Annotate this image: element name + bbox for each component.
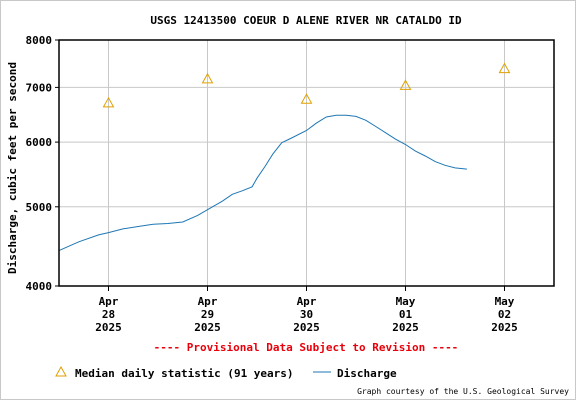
- y-tick-label: 6000: [26, 136, 53, 149]
- legend-median-marker: [55, 365, 67, 377]
- median-point: [201, 72, 214, 84]
- x-tick-label: 2025: [293, 321, 320, 334]
- legend-discharge-label: Discharge: [337, 367, 397, 380]
- x-tick-label: 28: [102, 308, 115, 321]
- x-tick-label: Apr: [297, 295, 317, 308]
- x-tick-label: 2025: [491, 321, 518, 334]
- y-tick-label: 4000: [26, 280, 53, 293]
- provisional-note: ---- Provisional Data Subject to Revisio…: [154, 341, 459, 354]
- legend: Median daily statistic (91 years) Discha…: [55, 365, 397, 380]
- x-tick-label: 2025: [194, 321, 221, 334]
- chart-title: USGS 12413500 COEUR D ALENE RIVER NR CAT…: [150, 14, 462, 27]
- x-tick-label: 02: [498, 308, 511, 321]
- x-tick-label: Apr: [99, 295, 119, 308]
- median-point: [498, 62, 511, 74]
- x-tick-label: 2025: [95, 321, 122, 334]
- discharge-series: [58, 114, 467, 252]
- x-tick-label: 29: [201, 308, 214, 321]
- x-tick-label: 01: [399, 308, 413, 321]
- discharge-line: [58, 114, 467, 252]
- credit-text: Graph courtesy of the U.S. Geological Su…: [357, 387, 569, 396]
- legend-median-label: Median daily statistic (91 years): [75, 367, 294, 380]
- median-point: [102, 96, 115, 108]
- y-tick-label: 7000: [26, 81, 53, 94]
- x-tick-label: 30: [300, 308, 313, 321]
- y-axis-label: Discharge, cubic feet per second: [6, 62, 19, 274]
- y-tick-label: 8000: [26, 34, 53, 47]
- y-tick-label: 5000: [26, 201, 53, 214]
- y-axis-ticks: 4000 5000 6000 7000 8000: [26, 34, 59, 293]
- x-tick-label: May: [495, 295, 515, 308]
- median-series: [102, 62, 511, 108]
- median-point: [300, 93, 313, 104]
- x-axis-ticks: Apr282025Apr292025Apr302025May012025May0…: [95, 286, 518, 334]
- median-point: [399, 79, 412, 90]
- x-tick-label: 2025: [392, 321, 419, 334]
- x-tick-label: May: [396, 295, 416, 308]
- x-tick-label: Apr: [198, 295, 218, 308]
